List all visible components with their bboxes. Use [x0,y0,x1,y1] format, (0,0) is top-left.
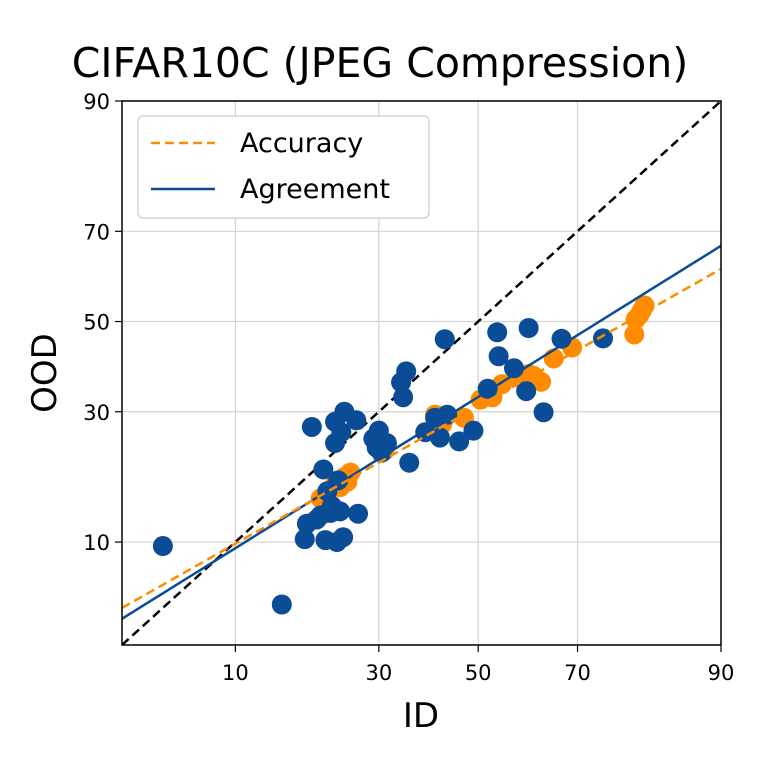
agreement-point [516,381,537,402]
agreement-point [429,427,450,448]
reference-diagonal [121,100,722,646]
agreement-point [346,410,367,431]
agreement-point [393,387,414,408]
y-tick-label: 70 [83,220,110,244]
legend-agreement-label: Agreement [240,174,390,205]
agreement-point [376,433,397,454]
agreement-point [313,459,334,480]
agreement-point [488,346,509,367]
agreement-point [330,501,351,522]
agreement-point [271,594,292,615]
y-tick-label: 90 [83,90,110,114]
agreement-point [533,402,554,423]
y-tick-label: 10 [83,531,110,555]
agreement-points [152,317,614,615]
agreement-point [331,422,352,443]
agreement-point [463,420,484,441]
y-axis-ticks: 10 30 50 70 90 [83,90,122,555]
plot-frame [121,100,722,646]
y-tick-label: 30 [83,401,110,425]
x-tick-label: 90 [708,661,735,685]
legend-box [137,115,430,219]
agreement-point [504,358,525,379]
x-tick-label: 10 [222,661,249,685]
agreement-point [396,361,417,382]
agreement-point [152,536,173,557]
agreement-point [294,529,315,550]
agreement-point [434,329,455,350]
y-tick-label: 50 [83,311,110,335]
agreement-point [487,322,508,343]
legend-accuracy-label: Accuracy [240,128,363,159]
agreement-point [328,470,349,491]
agreement-point [399,452,420,473]
x-tick-label: 70 [564,661,591,685]
agreement-point [348,503,369,524]
accuracy-point [531,371,552,392]
reference-line [121,100,722,646]
y-axis-label: OOD [25,333,65,413]
agreement-point [551,328,572,349]
chart-title: CIFAR10C (JPEG Compression) [72,39,688,87]
legend: Accuracy Agreement [137,115,430,219]
agreement-point [333,527,354,548]
agreement-point [449,431,470,452]
x-axis-ticks: 10 30 50 70 90 [222,645,734,685]
fit-lines [121,244,722,620]
accuracy-fit-line [121,267,722,609]
x-tick-label: 50 [465,661,492,685]
accuracy-point [624,324,645,345]
agreement-point [518,317,539,338]
agreement-point [301,416,322,437]
agreement-point [593,328,614,349]
agreement-fit-line [121,244,722,620]
x-tick-label: 30 [365,661,392,685]
x-axis-label: ID [403,696,439,736]
